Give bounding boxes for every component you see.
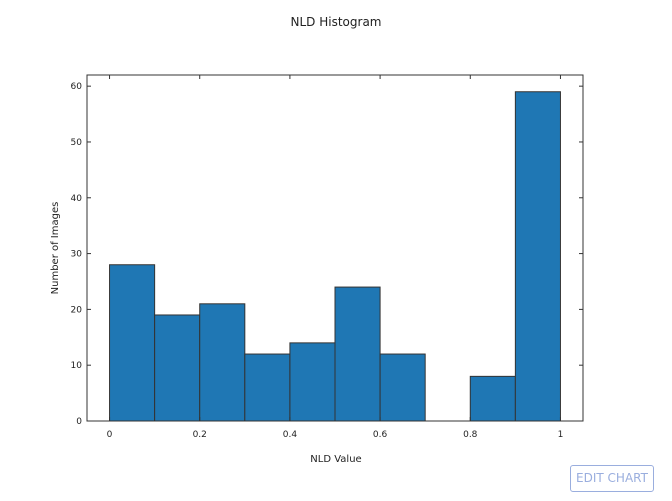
x-axis-ticks: 0 0.2 0.4 0.6 0.8 1 — [107, 75, 564, 440]
x-tick-label: 0.4 — [283, 430, 298, 440]
histogram-bar — [244, 353, 291, 422]
y-tick-label: 0 — [76, 417, 82, 427]
histogram-bar — [154, 314, 201, 422]
chart-title: NLD Histogram — [291, 15, 382, 29]
histogram-bar — [514, 91, 561, 422]
y-axis-ticks: 0 10 20 30 40 50 60 — [71, 82, 583, 427]
histogram-bar — [289, 342, 336, 422]
histogram-bar — [334, 286, 381, 422]
bars-group — [109, 91, 561, 422]
histogram-bar — [109, 264, 156, 422]
x-axis-title: NLD Value — [310, 454, 361, 465]
y-tick-label: 20 — [71, 305, 83, 315]
edit-chart-button[interactable]: EDIT CHART — [570, 465, 654, 492]
y-tick-label: 50 — [71, 138, 83, 148]
y-tick-label: 30 — [71, 250, 83, 260]
y-axis-title: Number of Images — [50, 202, 61, 295]
x-tick-label: 0.2 — [193, 430, 207, 440]
histogram-bar — [469, 375, 516, 422]
x-tick-label: 1 — [558, 430, 564, 440]
y-tick-label: 60 — [71, 82, 83, 92]
histogram-bar — [199, 303, 246, 422]
x-tick-label: 0 — [107, 430, 113, 440]
y-tick-label: 10 — [71, 361, 83, 371]
x-tick-label: 0.6 — [373, 430, 388, 440]
x-tick-label: 0.8 — [463, 430, 478, 440]
histogram-bar — [379, 353, 426, 422]
plot-frame — [86, 74, 584, 422]
y-tick-label: 40 — [71, 194, 83, 204]
